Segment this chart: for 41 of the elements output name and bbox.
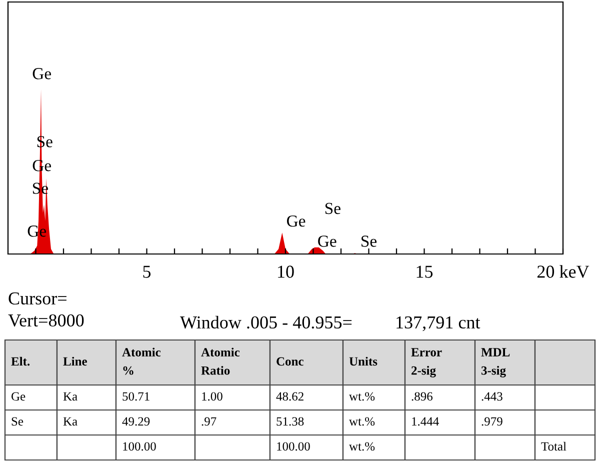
text: wt.% bbox=[349, 417, 375, 426]
text: Vert=8000 bbox=[8, 314, 84, 327]
text: Ka bbox=[63, 417, 78, 426]
text: Error 2-sig bbox=[411, 348, 442, 378]
text: Ge bbox=[12, 392, 26, 401]
text: 48.62 bbox=[276, 392, 304, 401]
text: .443 bbox=[482, 392, 502, 401]
x-tick-label: 20 keV bbox=[537, 265, 590, 278]
text: Line bbox=[63, 356, 87, 366]
text: MDL 3-sig bbox=[481, 348, 510, 378]
text: 50.71 bbox=[122, 392, 150, 401]
annotation: Se bbox=[325, 202, 340, 214]
text: 100.00 bbox=[277, 442, 310, 451]
text: 51.38 bbox=[276, 417, 304, 426]
text: Se bbox=[12, 417, 24, 426]
text: wt.% bbox=[349, 392, 375, 401]
text: Units bbox=[349, 356, 378, 366]
text: Conc bbox=[276, 357, 304, 366]
text: wt.% bbox=[349, 442, 375, 451]
text: Total bbox=[541, 442, 566, 451]
annotation: Ge bbox=[287, 215, 306, 227]
text: Ka bbox=[63, 392, 78, 401]
text: Window .005 - 40.955= bbox=[180, 316, 352, 329]
text: Cursor= bbox=[8, 292, 66, 305]
text: Atomic % bbox=[122, 348, 161, 375]
x-tick-label: 10 bbox=[278, 266, 294, 278]
annotation: Se bbox=[362, 236, 377, 247]
text: Ge bbox=[32, 68, 51, 80]
x-tick-label: 15 bbox=[416, 266, 433, 278]
text: .896 bbox=[412, 392, 432, 401]
text: 1.00 bbox=[202, 392, 222, 401]
text: .97 bbox=[202, 417, 216, 426]
text: 137,791 cnt bbox=[396, 316, 480, 332]
x-tick-label: 5 bbox=[143, 266, 151, 278]
text: Elt. bbox=[11, 356, 30, 366]
text: 100.00 bbox=[123, 442, 156, 451]
text: 49.29 bbox=[122, 417, 150, 426]
text: Atomic Ratio bbox=[201, 348, 240, 375]
annotation: Ge bbox=[318, 236, 336, 247]
text: 1.444 bbox=[412, 417, 439, 426]
text: .979 bbox=[482, 417, 502, 426]
